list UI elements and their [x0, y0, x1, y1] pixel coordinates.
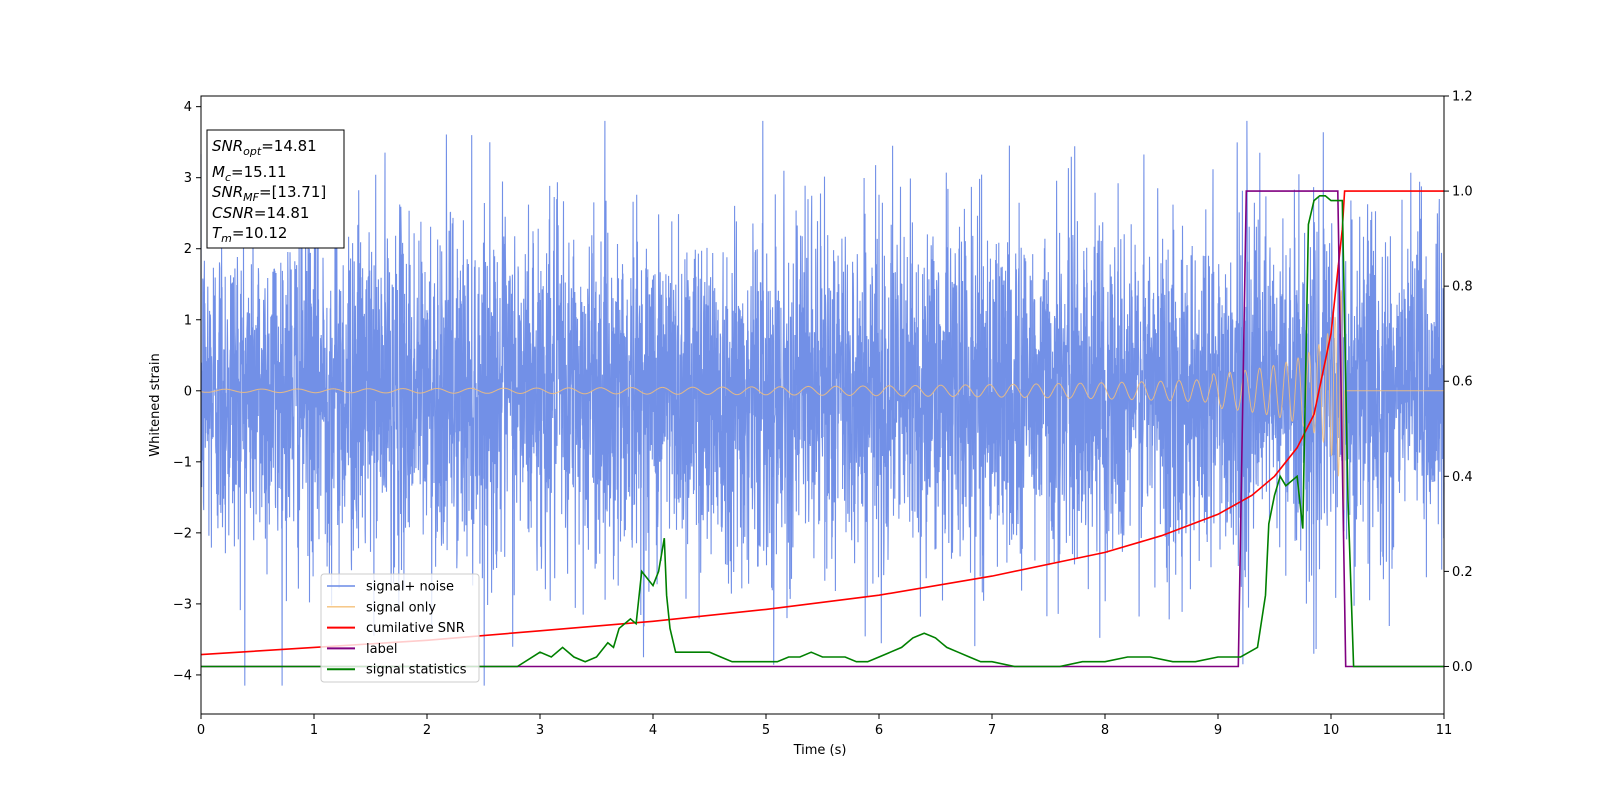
- x-tick-label: 3: [536, 723, 544, 738]
- info-box-frame: [206, 129, 345, 249]
- y-tick-label: 4: [184, 100, 192, 115]
- y2-tick-label: 1.2: [1452, 90, 1473, 105]
- y-tick-label: 2: [184, 242, 192, 257]
- series-cumilative-snr-line: [200, 190, 1444, 656]
- legend-frame: [320, 573, 480, 683]
- x-tick-label: 10: [1323, 723, 1340, 738]
- x-tick-label: 2: [423, 723, 431, 738]
- y-tick-label: −2: [173, 526, 192, 541]
- info-line: SNRopt=14.81: [212, 137, 317, 158]
- y-tick-label: −4: [173, 668, 192, 683]
- info-line: Mc=15.11: [212, 163, 287, 184]
- x-axis-label: Time (s): [793, 743, 847, 758]
- y2-tick-label: 0.4: [1452, 470, 1473, 485]
- y-tick-label: 1: [184, 313, 192, 328]
- y2-tick-label: 0.2: [1452, 565, 1473, 580]
- legend-entry-label: signal only: [366, 600, 436, 615]
- series-signal-statistics-line: [201, 195, 1444, 668]
- y-tick-label: −3: [173, 597, 192, 612]
- legend-entry-label: cumilative SNR: [366, 621, 465, 636]
- y2-tick-label: 0.8: [1452, 280, 1473, 295]
- x-axis: 0 1 2 3 4 5 6 7 8 9 10 11: [197, 714, 1452, 738]
- x-tick-label: 5: [762, 723, 770, 738]
- x-tick-label: 11: [1436, 723, 1453, 738]
- x-tick-label: 4: [649, 723, 657, 738]
- series-signal-noise-line: [200, 120, 1445, 686]
- info-line: SNRMF=[13.71]: [212, 183, 326, 204]
- info-line: Tm=10.12: [212, 224, 287, 245]
- x-tick-label: 8: [1101, 723, 1109, 738]
- x-tick-label: 1: [310, 723, 318, 738]
- plot-frame: [200, 95, 1445, 715]
- y2-tick-label: 0.0: [1452, 660, 1473, 675]
- y2-tick-label: 0.6: [1452, 375, 1473, 390]
- plot-layer: [200, 120, 1445, 686]
- legend-entry-label: signal statistics: [366, 663, 467, 678]
- y2-tick-label: 1.0: [1452, 185, 1473, 200]
- x-tick-label: 0: [197, 723, 205, 738]
- x-tick-label: 9: [1214, 723, 1222, 738]
- x-tick-label: 7: [988, 723, 996, 738]
- snr-info-box: SNRopt=14.81 Mc=15.11SNRMF=[13.71]CSNR=14…: [206, 129, 345, 249]
- legend-entry-label: label: [366, 642, 397, 657]
- y-tick-label: 3: [184, 171, 192, 186]
- series-signal-only-line: [200, 290, 1444, 511]
- legend-entry-label: signal+ noise: [366, 580, 454, 595]
- y-axis-right: 0.0 0.2 0.4 0.6 0.8 1.0 1.2: [1444, 90, 1473, 675]
- info-line: CSNR=14.81: [212, 204, 309, 222]
- legend: signal+ noise signal only cumilative SNR la…: [320, 573, 480, 683]
- x-tick-label: 6: [875, 723, 883, 738]
- y-axis-label: Whitened strain: [148, 353, 163, 456]
- y-tick-label: 0: [184, 384, 192, 399]
- y-axis-left: −4 −3 −2 −1 0 1 2 3 4: [173, 100, 201, 683]
- y-tick-label: −1: [173, 455, 192, 470]
